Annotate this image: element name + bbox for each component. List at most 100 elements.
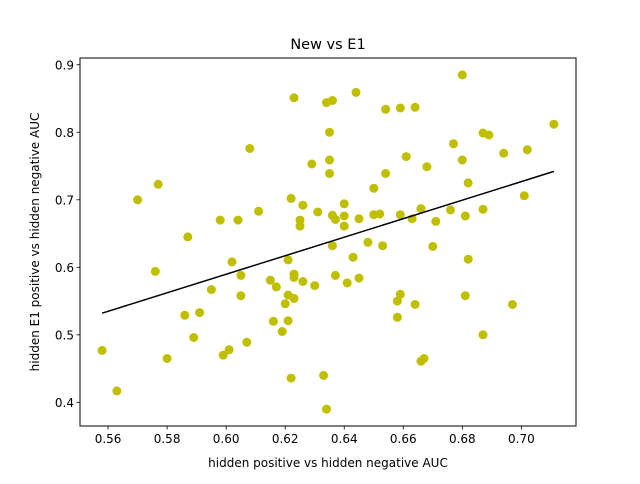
data-point [224,345,234,355]
data-point [286,193,296,203]
data-point [195,308,205,318]
data-point [508,300,517,309]
y-tick-label: 0.4 [55,396,74,410]
data-point [463,254,473,264]
y-tick-label: 0.9 [55,58,74,72]
data-point [478,204,488,214]
data-point [153,179,163,189]
data-point [218,350,228,360]
data-point [215,215,225,225]
data-point [183,232,193,242]
data-point [289,293,299,303]
data-point [478,330,488,340]
data-point [460,211,470,221]
data-point [283,316,293,326]
data-point [289,269,299,279]
y-tick-label: 0.6 [55,261,74,275]
data-point [401,152,411,162]
data-point [410,300,420,309]
data-point [97,345,107,355]
data-point [227,257,237,267]
data-point [519,191,529,201]
data-point [162,354,172,363]
data-point [392,296,402,306]
data-point [150,266,160,276]
data-point [422,162,432,172]
data-point [233,215,243,225]
data-point [369,183,379,193]
data-point [381,104,391,114]
data-point [254,206,264,216]
chart-title: New vs E1 [290,37,365,53]
data-point [280,299,290,309]
x-tick-label: 0.70 [508,432,535,446]
data-point [206,285,216,295]
data-point [354,273,364,283]
data-point [283,255,293,265]
data-point [327,96,337,105]
data-point [342,278,352,288]
data-point [133,195,143,205]
data-point [395,289,405,299]
y-tick-label: 0.8 [55,126,74,140]
fit-line-layer [101,170,555,314]
data-point [449,139,458,149]
x-tick-label: 0.66 [390,432,417,446]
data-point [446,205,455,215]
data-point [395,210,405,220]
regression-line [101,170,555,314]
data-point [325,155,334,165]
data-point [339,211,349,221]
data-point [460,291,470,301]
data-point [354,214,364,224]
data-point [392,312,402,322]
x-tick-label: 0.62 [272,432,299,446]
data-point [295,215,305,225]
data-point [410,102,420,112]
data-point [245,144,255,153]
y-axis-ticks: 0.4 0.5 0.6 0.7 0.8 0.9 [55,58,80,410]
data-point [189,333,199,342]
data-point [298,200,308,210]
plot-marks [97,70,559,414]
data-point [180,310,190,320]
x-axis-ticks: 0.56 0.58 0.60 0.62 0.64 0.66 0.68 0.70 [95,426,535,446]
data-point [457,70,467,80]
data-point [549,119,559,129]
data-point [313,207,323,217]
data-point [325,127,334,137]
data-point [236,270,246,280]
data-point [242,337,252,347]
data-point [327,241,337,251]
x-tick-label: 0.64 [331,432,358,446]
data-point [363,237,373,247]
data-point [322,404,331,414]
data-point [499,148,509,158]
data-point [112,386,122,396]
data-point [484,130,494,140]
data-point [348,252,358,262]
data-point [330,214,340,224]
data-point [351,87,361,97]
data-point [463,178,473,188]
x-tick-label: 0.58 [154,432,181,446]
y-tick-label: 0.5 [55,328,74,342]
data-point [271,282,281,292]
y-tick-label: 0.7 [55,193,74,207]
data-point [319,370,329,380]
data-point [375,209,385,219]
x-tick-label: 0.68 [449,432,476,446]
data-point [457,155,467,165]
x-tick-label: 0.56 [95,432,122,446]
data-point [307,159,317,169]
data-point [428,241,438,251]
data-point [265,275,275,285]
data-point [298,277,308,286]
data-point [310,281,320,291]
data-point [431,216,441,226]
plot-area-frame [79,57,577,427]
data-point [419,354,429,363]
data-point [236,291,246,301]
